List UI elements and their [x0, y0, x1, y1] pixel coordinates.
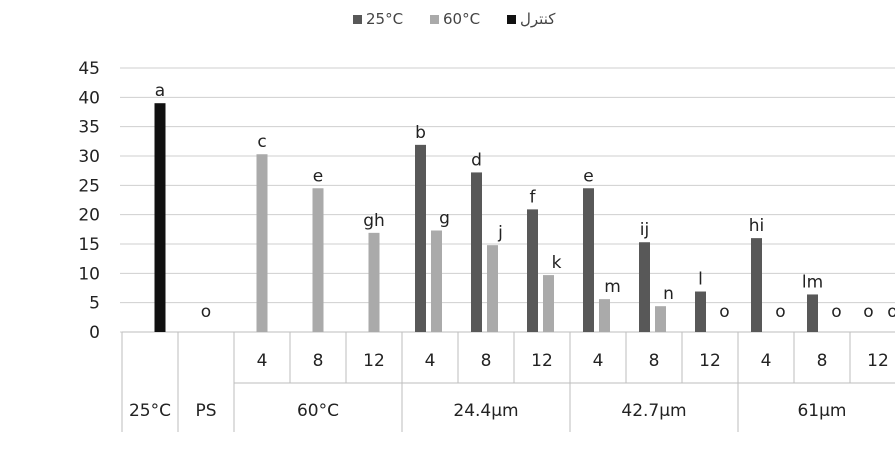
x-sub-label: 4: [593, 351, 604, 371]
significance-letter: m: [604, 277, 621, 297]
y-tick-label: 30: [78, 147, 100, 167]
bar: [431, 230, 442, 332]
bar: [487, 245, 498, 332]
significance-letter: o: [863, 302, 873, 322]
bar: [583, 188, 594, 332]
bar: [751, 238, 762, 332]
x-sub-label: 12: [699, 351, 721, 371]
y-tick-label: 35: [78, 118, 100, 138]
y-tick-label: 0: [89, 323, 100, 343]
bar: [256, 154, 268, 332]
significance-letter: e: [313, 166, 323, 186]
x-sub-label: 12: [531, 351, 553, 371]
significance-letter: e: [583, 166, 593, 186]
significance-letter: ij: [640, 220, 649, 240]
y-tick-label: 45: [78, 59, 100, 79]
y-tick-label: 10: [78, 264, 100, 284]
legend-swatch-1: [430, 15, 439, 24]
bar: [527, 209, 538, 332]
x-sub-label: 8: [481, 351, 492, 371]
significance-letter: o: [719, 302, 729, 322]
significance-letter: b: [415, 123, 426, 143]
significance-letter: a: [155, 81, 165, 101]
x-sub-label: 4: [425, 351, 436, 371]
significance-letter: f: [530, 187, 537, 207]
significance-letter: gh: [363, 211, 385, 231]
bar: [312, 188, 324, 332]
y-tick-label: 40: [78, 88, 100, 108]
bar: [154, 103, 166, 332]
y-tick-label: 5: [89, 294, 100, 314]
y-tick-label: 15: [78, 235, 100, 255]
y-tick-label: 25: [78, 176, 100, 196]
bar: [695, 291, 706, 332]
legend-label-2: كنترل: [520, 10, 556, 28]
significance-letter: lm: [802, 272, 823, 292]
significance-letter: k: [552, 253, 562, 273]
x-group-label: 24.4µm: [453, 401, 518, 421]
x-sub-label: 8: [817, 351, 828, 371]
legend-swatch-2: [507, 15, 516, 24]
legend-label-0: 25°C: [366, 10, 403, 28]
bar: [368, 232, 380, 332]
bar: [655, 306, 666, 332]
x-sub-label: 4: [257, 351, 268, 371]
significance-letter: o: [201, 302, 211, 322]
significance-letter: c: [257, 132, 266, 152]
significance-letter: j: [497, 223, 503, 243]
x-sub-label: 12: [363, 351, 385, 371]
significance-letter: o: [775, 302, 785, 322]
x-group-label: 42.7µm: [621, 401, 686, 421]
bar: [639, 242, 650, 332]
bar: [807, 294, 818, 332]
bar: [543, 275, 554, 332]
significance-letter: n: [663, 284, 674, 304]
x-sub-label: 8: [313, 351, 324, 371]
significance-letter: d: [471, 150, 482, 170]
x-group-label: PS: [195, 401, 216, 421]
x-sub-label: 12: [867, 351, 889, 371]
y-tick-label: 20: [78, 206, 100, 226]
legend-swatch-0: [353, 15, 362, 24]
significance-letter: g: [439, 209, 450, 229]
bar: [415, 144, 426, 332]
significance-letter: o: [831, 302, 841, 322]
x-sub-label: 8: [649, 351, 660, 371]
x-group-label: 61µm: [797, 401, 846, 421]
x-sub-label: 4: [761, 351, 772, 371]
significance-letter: o: [887, 302, 895, 322]
significance-letter: l: [698, 270, 703, 290]
bar: [599, 299, 610, 332]
legend-label-1: 60°C: [443, 10, 480, 28]
x-group-label: 60°C: [297, 401, 339, 421]
bar: [471, 172, 482, 332]
significance-letter: hi: [749, 216, 765, 236]
x-group-label: 25°C: [129, 401, 171, 421]
